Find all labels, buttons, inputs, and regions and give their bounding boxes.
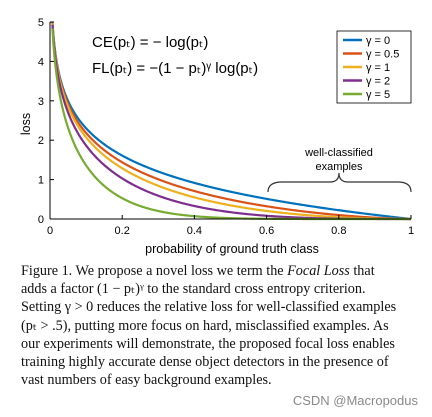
caption-emphasis: Focal Loss [287,263,350,279]
caption-line: our experiments will demonstrate, the pr… [21,335,395,352]
x-tick-label: 1 [408,225,414,237]
y-ticks: 0 1 2 3 4 5 [38,17,54,226]
y-tick-label: 5 [38,17,44,29]
caption-line: (pₜ > .5), putting more focus on hard, m… [21,317,389,334]
y-tick-label: 1 [38,175,44,187]
caption-line: vast numbers of easy background examples… [21,372,272,389]
focal-loss-figure: 0 0.2 0.4 0.6 0.8 1 0 1 2 3 4 5 probability of gro… [19,17,414,256]
x-ticks: 0 0.2 0.4 0.6 0.8 1 [47,215,414,237]
annotation-line2: examples [315,161,363,173]
legend-label: γ = 0.5 [366,49,399,61]
legend-label: γ = 0 [366,35,390,47]
annotation-brace [267,172,412,193]
caption-line: adds a factor (1 − pₜ)ᵞ to the standard … [21,281,366,298]
x-axis-label: probability of ground truth class [145,242,319,256]
x-tick-label: 0 [47,225,53,237]
annotation-line1: well-classified [304,147,373,159]
y-tick-label: 2 [38,135,44,147]
axes [49,22,411,220]
well-classified-annotation: well-classified examples [267,147,412,193]
legend-label: γ = 1 [366,62,390,74]
figure-caption: Figure 1. We propose a novel loss we ter… [21,262,419,389]
legend-label: γ = 5 [366,89,390,101]
legend: γ = 0 γ = 0.5γ = 1 γ = 2γ = 5 [336,30,412,104]
y-axis-label: loss [19,113,33,135]
caption-line: training highly accurate dense object de… [21,354,389,371]
x-tick-label: 0.2 [115,225,130,237]
legend-label: γ = 2 [366,76,390,88]
series-line-gamma-0-5 [51,22,411,221]
x-tick-label: 0.8 [331,225,346,237]
caption-text: that [349,263,375,279]
series-line-gamma-0 [51,21,412,221]
caption-line: Figure 1. We propose a novel loss we ter… [21,262,419,280]
x-tick-label: 0.4 [187,225,202,237]
y-tick-label: 0 [38,214,44,226]
y-tick-label: 3 [38,96,44,108]
fl-equation: FL(pₜ) = −(1 − pₜ)ᵞ log(pₜ) [92,60,258,77]
caption-text: Figure 1. We propose a novel loss we ter… [21,263,288,279]
caption-line: Setting γ > 0 reduces the relative loss … [21,299,397,316]
y-tick-label: 4 [38,56,44,68]
x-tick-label: 0.6 [259,225,274,237]
ce-equation: CE(pₜ) = − log(pₜ) [92,34,208,51]
watermark: CSDN @Macropodus [292,393,418,408]
